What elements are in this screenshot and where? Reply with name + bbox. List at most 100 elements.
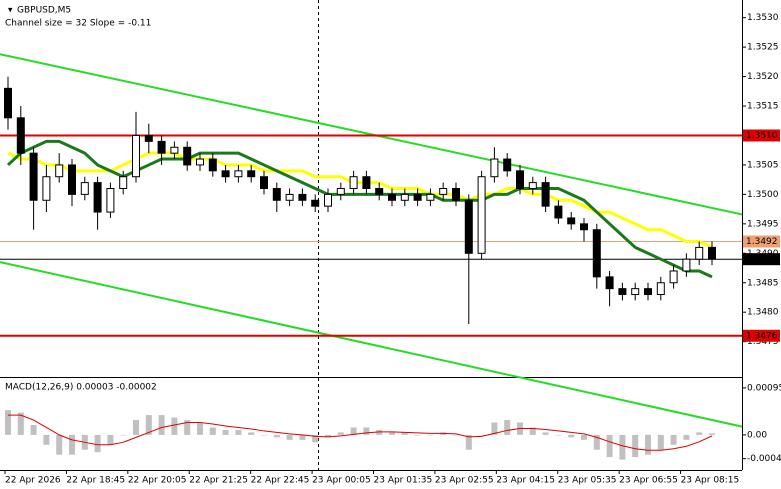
candle-body bbox=[541, 182, 550, 207]
candle-body bbox=[592, 229, 601, 278]
macd-bar bbox=[683, 434, 690, 440]
y-tick-label: 1.3505 bbox=[747, 160, 779, 170]
x-tick-label: 22 Apr 18:45 bbox=[66, 476, 125, 486]
candle-body bbox=[413, 193, 422, 201]
macd-bar bbox=[273, 434, 280, 438]
level-label-box bbox=[743, 235, 780, 248]
x-tick-label: 23 Apr 04:15 bbox=[496, 476, 555, 486]
candle-body bbox=[183, 146, 192, 166]
macd-bar bbox=[670, 434, 677, 445]
candle-body bbox=[196, 158, 204, 166]
candle-body bbox=[272, 188, 281, 201]
candle-body bbox=[349, 176, 358, 189]
macd-bar bbox=[632, 434, 639, 458]
macd-bar bbox=[593, 434, 600, 450]
candle-body bbox=[426, 193, 435, 201]
macd-bar bbox=[286, 434, 293, 440]
candle-body bbox=[29, 152, 38, 201]
candle-body bbox=[388, 193, 396, 201]
symbol-marker: ▾ bbox=[8, 6, 13, 16]
channel-line bbox=[0, 53, 743, 216]
candle-body bbox=[644, 288, 652, 296]
macd-bar bbox=[453, 434, 459, 436]
channel-line bbox=[0, 261, 743, 428]
macd-bar bbox=[248, 432, 255, 435]
candle-body bbox=[362, 176, 371, 189]
macd-bar bbox=[696, 432, 703, 435]
macd-bar bbox=[427, 434, 434, 436]
level-label: 1.3492 bbox=[746, 237, 778, 247]
macd-bar bbox=[389, 432, 395, 435]
candle-body bbox=[221, 170, 230, 178]
x-tick-label: 22 Apr 21:25 bbox=[189, 476, 248, 486]
candle-body bbox=[55, 164, 64, 178]
macd-bar bbox=[414, 434, 421, 436]
macd-bar bbox=[209, 427, 216, 435]
macd-bar bbox=[401, 432, 408, 435]
candle-body bbox=[631, 288, 640, 296]
macd-bar bbox=[542, 432, 549, 435]
candle-body bbox=[132, 134, 140, 178]
candle-body bbox=[400, 193, 409, 201]
candle-body bbox=[528, 182, 537, 189]
macd-bar bbox=[465, 434, 472, 450]
candle-body bbox=[567, 217, 576, 225]
candle-body bbox=[708, 246, 716, 260]
macd-bar bbox=[299, 434, 306, 440]
candle-body bbox=[682, 258, 691, 272]
macd-bar bbox=[184, 420, 191, 435]
y-tick-label: 1.3520 bbox=[747, 72, 779, 82]
candle-body bbox=[554, 205, 563, 219]
x-tick-label: 22 Apr 22:45 bbox=[251, 476, 310, 486]
x-tick-label: 23 Apr 08:15 bbox=[681, 476, 740, 486]
macd-bar bbox=[43, 434, 50, 445]
candle-body bbox=[68, 164, 76, 195]
macd-bar bbox=[222, 429, 229, 435]
macd-bar bbox=[555, 434, 562, 436]
macd-bar bbox=[30, 425, 37, 435]
candle-body bbox=[260, 176, 268, 189]
macd-bar bbox=[529, 427, 536, 435]
y-tick-label: 1.3480 bbox=[747, 308, 779, 318]
macd-bar bbox=[261, 434, 267, 436]
macd-bar bbox=[56, 434, 63, 455]
level-label-box bbox=[743, 329, 780, 342]
macd-bar bbox=[325, 434, 331, 438]
candle-body bbox=[247, 170, 256, 178]
candle-body bbox=[605, 276, 614, 290]
y-tick-label: 1.3525 bbox=[747, 43, 779, 53]
macd-bar bbox=[69, 434, 75, 455]
x-tick-label: 23 Apr 05:35 bbox=[558, 476, 617, 486]
macd-bar bbox=[709, 433, 715, 435]
macd-bar bbox=[568, 434, 575, 438]
macd-bar bbox=[312, 434, 319, 443]
y2-tick-label: -0.00048 bbox=[747, 454, 781, 464]
x-tick-label: 23 Apr 02:55 bbox=[435, 476, 494, 486]
candle-body bbox=[503, 158, 512, 172]
x-tick-label: 23 Apr 06:55 bbox=[619, 476, 678, 486]
candle-body bbox=[4, 87, 12, 119]
candle-body bbox=[234, 170, 243, 178]
macd-bar bbox=[197, 422, 203, 435]
macd-bar bbox=[94, 434, 101, 453]
macd-bar bbox=[158, 415, 165, 435]
x-tick-label: 23 Apr 00:05 bbox=[312, 476, 371, 486]
macd-bar bbox=[133, 420, 139, 435]
candle-body bbox=[93, 182, 102, 213]
plot-layer bbox=[0, 53, 743, 460]
x-tick-label: 22 Apr 20:05 bbox=[128, 476, 187, 486]
candle-body bbox=[656, 282, 665, 296]
macd-bar bbox=[619, 434, 626, 460]
candle-body bbox=[695, 246, 704, 260]
macd-bar bbox=[235, 429, 242, 435]
chart-title: GBPUSD,M5 bbox=[17, 6, 71, 16]
candle-body bbox=[80, 182, 89, 195]
candle-body bbox=[324, 193, 332, 207]
candle-body bbox=[439, 188, 448, 195]
candle-body bbox=[375, 188, 384, 195]
level-label-box bbox=[743, 253, 780, 266]
level-label: 1.3510 bbox=[746, 131, 778, 141]
candle-body bbox=[208, 158, 217, 172]
x-tick-label: 23 Apr 01:35 bbox=[374, 476, 433, 486]
